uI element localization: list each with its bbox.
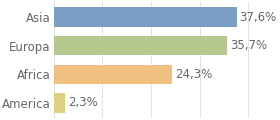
Bar — [53, 65, 172, 84]
Bar — [53, 7, 237, 27]
Text: 24,3%: 24,3% — [175, 68, 212, 81]
Text: 35,7%: 35,7% — [230, 39, 267, 52]
Text: 2,3%: 2,3% — [68, 96, 97, 109]
Bar — [53, 36, 227, 55]
Text: 37,6%: 37,6% — [239, 11, 277, 24]
Bar — [53, 93, 65, 113]
